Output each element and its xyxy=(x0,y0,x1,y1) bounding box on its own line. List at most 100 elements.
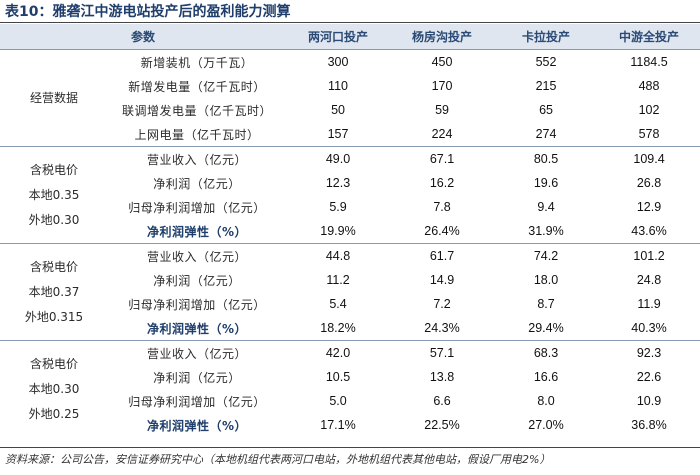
cell-value: 552 xyxy=(535,55,557,69)
cell-value: 110 xyxy=(328,79,348,93)
title-divider xyxy=(0,22,700,23)
row-label: 联调增发电量（亿千瓦时） xyxy=(122,103,273,118)
cell-value: 19.9% xyxy=(320,224,356,238)
group-label-line: 本地0.30 xyxy=(28,381,80,396)
table-row: 净利润弹性（%） 19.9% 26.4% 31.9% 43.6% xyxy=(0,219,700,244)
cell-value: 13.8 xyxy=(429,370,455,384)
table-row: 含税电价本地0.35 外地0.30 营业收入（亿元） 49.0 67.1 80.5 109.… xyxy=(0,146,700,244)
cell-value: 80.5 xyxy=(494,146,599,171)
group-label-line: 含税电价 xyxy=(29,259,78,274)
cell-value: 11.9 xyxy=(637,297,661,311)
cell-value: 57.1 xyxy=(390,340,495,365)
cell-value: 274 xyxy=(535,127,557,141)
cell-value: 102 xyxy=(638,103,660,117)
cell-value: 11.2 xyxy=(326,273,350,287)
row-label: 新增发电量（亿千瓦时） xyxy=(128,79,266,94)
cell-value: 7.8 xyxy=(433,200,451,214)
cell-value: 10.5 xyxy=(325,370,351,384)
header-kala: 卡拉投产 xyxy=(494,24,599,50)
cell-value: 26.4% xyxy=(424,224,460,238)
table-row: 净利润弹性（%） 17.1% 22.5% 27.0% 36.8% xyxy=(0,413,700,437)
table-body: 经营数据 新增装机（万千瓦） 300 450 552 1184.5 新增发电量（亿千瓦时） 1… xyxy=(0,50,700,437)
row-label: 营业收入（亿元） xyxy=(108,243,287,268)
cell-value: 5.4 xyxy=(329,297,347,311)
cell-value: 578 xyxy=(638,127,660,141)
row-label: 净利润弹性（%） xyxy=(146,418,248,433)
row-label: 营业收入（亿元） xyxy=(108,146,287,171)
table-row: 净利润（亿元） 11.2 14.9 18.0 24.8 xyxy=(0,268,700,292)
cell-value: 12.9 xyxy=(636,200,662,214)
cell-value: 16.2 xyxy=(429,176,455,190)
table-row: 归母净利润增加（亿元） 5.4 7.2 8.7 11.9 xyxy=(0,292,700,316)
cell-value: 9.4 xyxy=(537,200,555,214)
cell-value: 61.7 xyxy=(390,243,495,268)
cell-value: 488 xyxy=(638,79,660,93)
table-row: 净利润弹性（%） 18.2% 24.3% 29.4% 40.3% xyxy=(0,316,700,341)
cell-value: 10.9 xyxy=(636,394,662,408)
cell-value: 26.8 xyxy=(636,176,662,190)
cell-value: 19.6 xyxy=(533,176,559,190)
cell-value: 44.8 xyxy=(286,243,391,268)
table-title: 表10：雅砻江中游电站投产后的盈利能力测算 xyxy=(5,4,291,20)
cell-value: 109.4 xyxy=(598,146,700,171)
table-row: 含税电价 本地0.30 外地0.25 营业收入（亿元） 42.0 57.1 68.3 92.3 xyxy=(0,340,700,437)
cell-value: 300 xyxy=(327,55,349,69)
group-label-line: 本地0.35 xyxy=(28,187,80,202)
cell-value: 36.8% xyxy=(631,418,667,432)
cell-value: 6.6 xyxy=(433,394,451,408)
cell-value: 59 xyxy=(435,103,449,117)
cell-value: 22.6 xyxy=(636,370,662,384)
section-group-label: 含税电价 本地0.30 外地0.25 xyxy=(0,340,108,437)
header-param: 参数 xyxy=(0,24,287,50)
source-footnote: 资料来源：公司公告，安信证券研究中心（本地机组代表两河口电站，外地机组代表其他电… xyxy=(5,453,551,466)
row-label: 归母净利润增加（亿元） xyxy=(128,200,266,215)
cell-value: 74.2 xyxy=(494,243,599,268)
row-label: 营业收入（亿元） xyxy=(108,340,287,365)
cell-value: 5.9 xyxy=(329,200,347,214)
cell-value: 92.3 xyxy=(598,340,700,365)
cell-value: 18.2% xyxy=(320,321,356,335)
header-lianghekou: 两河口投产 xyxy=(286,24,391,50)
cell-value: 40.3% xyxy=(631,321,667,335)
cell-value: 42.0 xyxy=(286,340,391,365)
cell-value: 24.8 xyxy=(636,273,662,287)
cell-value: 49.0 xyxy=(286,146,391,171)
table-row: 上网电量（亿千瓦时） 157 224 274 578 xyxy=(0,122,700,147)
cell-value: 22.5% xyxy=(424,418,460,432)
group-label-line: 经营数据 xyxy=(29,90,78,105)
row-label: 净利润弹性（%） xyxy=(146,321,248,336)
cell-value: 24.3% xyxy=(424,321,460,335)
row-label: 净利润（亿元） xyxy=(153,176,241,191)
cell-value: 68.3 xyxy=(494,340,599,365)
table-row: 归母净利润增加（亿元） 5.9 7.8 9.4 12.9 xyxy=(0,195,700,219)
section-group-label: 含税电价本地0.35 外地0.30 xyxy=(0,146,108,244)
row-label: 归母净利润增加（亿元） xyxy=(128,297,266,312)
header-yangfanggou: 杨房沟投产 xyxy=(390,24,495,50)
table-row: 净利润（亿元） 12.3 16.2 19.6 26.8 xyxy=(0,171,700,195)
footnote-divider xyxy=(0,447,700,448)
cell-value: 67.1 xyxy=(390,146,495,171)
cell-value: 29.4% xyxy=(528,321,564,335)
group-label-line: 含税电价 xyxy=(29,356,78,371)
cell-value: 7.2 xyxy=(433,297,451,311)
cell-value: 157 xyxy=(327,127,349,141)
group-label-line: 外地0.30 xyxy=(28,212,80,227)
row-label: 净利润（亿元） xyxy=(153,370,241,385)
row-label: 净利润（亿元） xyxy=(153,273,241,288)
table-row: 新增发电量（亿千瓦时） 110 170 215 488 xyxy=(0,74,700,98)
cell-value: 27.0% xyxy=(528,418,564,432)
group-label-line: 含税电价 xyxy=(29,162,78,177)
cell-value: 16.6 xyxy=(533,370,559,384)
cell-value: 12.3 xyxy=(325,176,351,190)
cell-value: 65 xyxy=(539,103,553,117)
row-label: 净利润弹性（%） xyxy=(146,224,248,239)
cell-value: 31.9% xyxy=(528,224,564,238)
section-group-label: 经营数据 xyxy=(0,50,108,147)
cell-value: 215 xyxy=(535,79,557,93)
table-row: 含税电价 本地0.37 外地0.315 营业收入（亿元） 44.8 61.7 74.2 101… xyxy=(0,243,700,341)
cell-value: 224 xyxy=(431,127,453,141)
profit-table: 参数 两河口投产 杨房沟投产 卡拉投产 中游全投产 经营数据 新增装机（万千瓦） 3… xyxy=(0,24,700,437)
header-all: 中游全投产 xyxy=(598,24,700,50)
cell-value: 1184.5 xyxy=(630,55,668,69)
cell-value: 101.2 xyxy=(598,243,700,268)
